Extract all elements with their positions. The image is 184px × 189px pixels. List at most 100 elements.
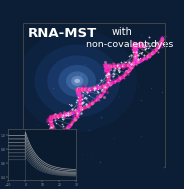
Point [53, 115, 56, 118]
Point [49, 125, 52, 129]
Point [117, 62, 120, 65]
Point [80, 88, 83, 91]
Point [52, 130, 55, 133]
Point [103, 84, 106, 87]
Point [75, 87, 78, 90]
Point [131, 62, 134, 65]
Point [83, 106, 86, 109]
Point [99, 115, 102, 118]
Point [96, 84, 99, 87]
Point [113, 69, 116, 72]
Point [132, 50, 135, 53]
Point [48, 141, 51, 144]
Point [107, 80, 109, 83]
Point [96, 85, 99, 88]
Point [75, 112, 78, 115]
Point [69, 112, 72, 115]
Point [124, 72, 127, 75]
Point [101, 92, 104, 95]
Point [159, 42, 162, 45]
Point [74, 117, 77, 120]
Point [161, 37, 164, 40]
Point [52, 115, 55, 118]
Point [148, 44, 151, 47]
Point [133, 45, 136, 48]
Point [78, 93, 81, 96]
Point [23, 148, 26, 151]
Point [48, 119, 51, 122]
Point [132, 47, 135, 50]
Point [49, 119, 52, 122]
Point [133, 44, 136, 47]
Point [44, 146, 47, 149]
Point [50, 127, 53, 130]
Point [50, 125, 53, 128]
Point [47, 138, 50, 141]
Point [54, 122, 57, 125]
Point [77, 88, 80, 91]
Point [28, 144, 31, 147]
Point [131, 64, 134, 67]
Point [85, 88, 88, 91]
Point [139, 59, 142, 62]
Point [62, 114, 65, 117]
Point [93, 100, 95, 103]
Point [123, 62, 125, 65]
Point [49, 122, 52, 125]
Point [142, 45, 145, 48]
Point [54, 135, 57, 138]
Point [49, 118, 52, 121]
Point [81, 107, 84, 110]
Point [66, 114, 69, 117]
Point [106, 70, 109, 74]
Point [106, 83, 109, 86]
Point [110, 64, 113, 67]
Point [107, 64, 109, 67]
Point [79, 101, 82, 104]
Point [51, 33, 54, 36]
Point [106, 81, 109, 84]
Point [161, 37, 164, 40]
Point [130, 65, 133, 68]
Point [78, 94, 81, 97]
Point [71, 121, 74, 124]
Point [134, 44, 137, 47]
Point [72, 119, 75, 122]
Point [151, 48, 153, 51]
Point [80, 98, 83, 101]
Point [121, 64, 124, 67]
Point [53, 115, 56, 118]
Point [60, 116, 63, 119]
Point [36, 123, 39, 126]
Point [146, 55, 149, 58]
Point [136, 45, 139, 48]
Point [110, 72, 113, 75]
Point [136, 41, 139, 44]
Point [107, 76, 110, 79]
Point [139, 42, 142, 45]
Point [95, 94, 98, 97]
X-axis label: t [sec]: t [sec] [37, 188, 48, 189]
Point [49, 119, 52, 122]
Point [66, 112, 68, 115]
Point [86, 90, 89, 93]
Point [134, 44, 137, 47]
Point [80, 153, 83, 156]
Point [133, 45, 136, 48]
Point [95, 86, 98, 89]
Point [135, 44, 138, 47]
Point [105, 85, 108, 88]
Point [77, 93, 80, 96]
Point [125, 63, 128, 66]
Point [50, 138, 53, 141]
Point [128, 69, 130, 72]
Point [97, 84, 100, 87]
Point [75, 107, 78, 110]
Point [64, 111, 67, 114]
Point [50, 129, 53, 132]
Point [78, 96, 81, 99]
Point [50, 116, 53, 119]
Point [55, 115, 58, 118]
Point [31, 146, 34, 149]
Point [102, 70, 105, 73]
